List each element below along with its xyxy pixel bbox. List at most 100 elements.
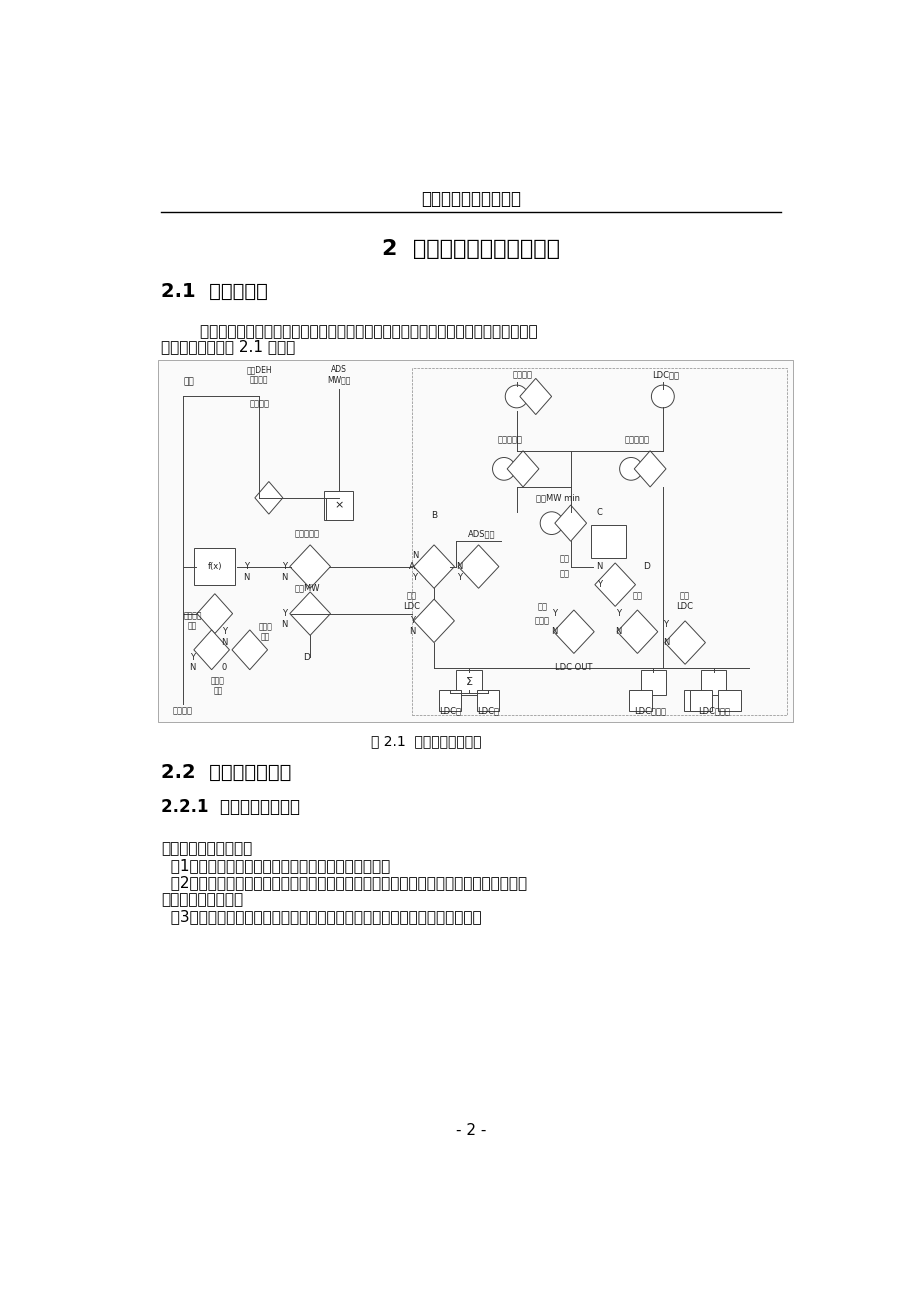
Text: 2.2.1  负荷指令运算回路: 2.2.1 负荷指令运算回路 <box>162 798 301 816</box>
Text: 炉主控
输出: 炉主控 输出 <box>258 622 272 642</box>
Text: N: N <box>615 628 621 637</box>
Text: Y: Y <box>596 581 601 590</box>
Circle shape <box>492 457 515 480</box>
Text: 2  系统的组成及各部分功能: 2 系统的组成及各部分功能 <box>382 238 560 259</box>
Text: N: N <box>281 620 288 629</box>
Text: LDC达最小: LDC达最小 <box>697 707 729 716</box>
Text: N: N <box>189 664 196 672</box>
Text: Y: Y <box>282 609 287 618</box>
Text: 目标负荷: 目标负荷 <box>513 370 532 379</box>
Text: Y: Y <box>615 609 620 618</box>
Bar <box>194 548 235 585</box>
Bar <box>640 669 665 695</box>
Polygon shape <box>232 630 267 669</box>
Text: ADS
MW指令: ADS MW指令 <box>326 365 350 384</box>
Text: Y: Y <box>457 573 461 582</box>
Text: 适当的变化率限制；: 适当的变化率限制； <box>162 892 244 907</box>
Text: （3）对机组参加电网调频所需要负荷指令信号的幅值及频率范围作出规定。: （3）对机组参加电网调频所需要负荷指令信号的幅值及频率范围作出规定。 <box>162 909 482 924</box>
Polygon shape <box>506 450 539 487</box>
Text: 返航: 返航 <box>631 591 641 600</box>
Text: N: N <box>244 573 250 582</box>
Text: 最大值限制: 最大值限制 <box>497 435 522 444</box>
Text: N: N <box>281 573 288 582</box>
Bar <box>629 690 651 711</box>
Text: N: N <box>456 562 462 572</box>
Text: LDC达最大: LDC达最大 <box>633 707 665 716</box>
Text: 发电机
功率: 发电机 功率 <box>210 676 224 695</box>
Text: LDC输出: LDC输出 <box>652 370 679 379</box>
Text: Y: Y <box>663 620 668 629</box>
Text: N: N <box>221 638 227 647</box>
Bar <box>412 367 786 715</box>
Bar <box>456 669 482 695</box>
Polygon shape <box>458 544 498 589</box>
Bar <box>591 525 626 557</box>
Text: 来自DEH
负荷参考: 来自DEH 负荷参考 <box>246 365 272 384</box>
Text: LDC: LDC <box>675 602 693 611</box>
Text: LDC增: LDC增 <box>477 707 498 716</box>
Polygon shape <box>255 482 282 514</box>
Text: LDC减: LDC减 <box>438 707 460 716</box>
Bar <box>324 491 353 519</box>
Text: 限踪: 限踪 <box>679 591 689 600</box>
Text: ADS模式: ADS模式 <box>468 530 495 539</box>
Text: 跟踪MW: 跟踪MW <box>294 583 320 592</box>
Bar <box>689 690 711 711</box>
Text: A: A <box>408 562 414 572</box>
Polygon shape <box>197 594 233 634</box>
Polygon shape <box>664 621 705 664</box>
Text: Y: Y <box>244 562 249 572</box>
Polygon shape <box>414 544 454 589</box>
Bar <box>476 690 499 711</box>
Text: 速率: 速率 <box>559 555 569 564</box>
Text: 指令处理回路如图 2.1 所示：: 指令处理回路如图 2.1 所示： <box>162 340 295 354</box>
Text: 负荷指令处理部分大致由两部分组成：负荷指令运算回路和负荷指令限制回路。负荷: 负荷指令处理部分大致由两部分组成：负荷指令运算回路和负荷指令限制回路。负荷 <box>162 324 538 339</box>
Text: N: N <box>551 628 558 637</box>
Text: Y: Y <box>410 616 414 625</box>
Text: Y: Y <box>282 562 287 572</box>
Text: D: D <box>303 652 310 661</box>
Polygon shape <box>414 599 454 643</box>
Text: f(x): f(x) <box>208 562 221 572</box>
Text: Σ: Σ <box>465 677 472 687</box>
Text: C: C <box>596 508 602 517</box>
Circle shape <box>505 385 528 408</box>
Polygon shape <box>519 379 551 414</box>
Text: 频率: 频率 <box>183 378 194 387</box>
Bar <box>438 690 460 711</box>
Polygon shape <box>554 505 586 542</box>
Polygon shape <box>633 450 665 487</box>
Polygon shape <box>617 611 657 654</box>
Bar <box>718 690 740 711</box>
Text: Y: Y <box>190 652 195 661</box>
Polygon shape <box>289 592 330 635</box>
Text: Y: Y <box>551 609 557 618</box>
Text: N: N <box>412 551 418 560</box>
Text: （1）根据负荷控制的要求选择目标指令的形成方式；: （1）根据负荷控制的要求选择目标指令的形成方式； <box>162 858 391 874</box>
Bar <box>157 361 792 723</box>
Polygon shape <box>553 611 594 654</box>
Text: 跟踪护主控: 跟踪护主控 <box>294 530 319 539</box>
Circle shape <box>619 457 641 480</box>
Text: 0: 0 <box>221 664 227 672</box>
Bar <box>700 669 726 695</box>
Text: N: N <box>408 628 414 637</box>
Polygon shape <box>194 630 229 669</box>
Polygon shape <box>595 562 635 607</box>
Text: 2.2  系统各部分功能: 2.2 系统各部分功能 <box>162 763 291 781</box>
Text: 2.1  系统的组成: 2.1 系统的组成 <box>162 281 268 301</box>
Text: 选择频率
校正: 选择频率 校正 <box>183 611 201 630</box>
Circle shape <box>651 385 674 408</box>
Text: - 2 -: - 2 - <box>456 1122 486 1138</box>
Text: 返航: 返航 <box>537 602 547 611</box>
Text: 频率校正: 频率校正 <box>173 707 193 716</box>
Text: 主汽压力: 主汽压力 <box>249 400 269 409</box>
Text: LDC: LDC <box>403 602 420 611</box>
Text: 跟踪: 跟踪 <box>406 591 416 600</box>
Text: 图 2.1  负荷指令处理回路: 图 2.1 负荷指令处理回路 <box>370 734 481 747</box>
Text: ×: × <box>334 500 343 510</box>
Text: 该回路的主要任务是：: 该回路的主要任务是： <box>162 841 253 857</box>
Text: N: N <box>662 638 668 647</box>
Text: N: N <box>596 562 602 572</box>
Circle shape <box>539 512 562 535</box>
